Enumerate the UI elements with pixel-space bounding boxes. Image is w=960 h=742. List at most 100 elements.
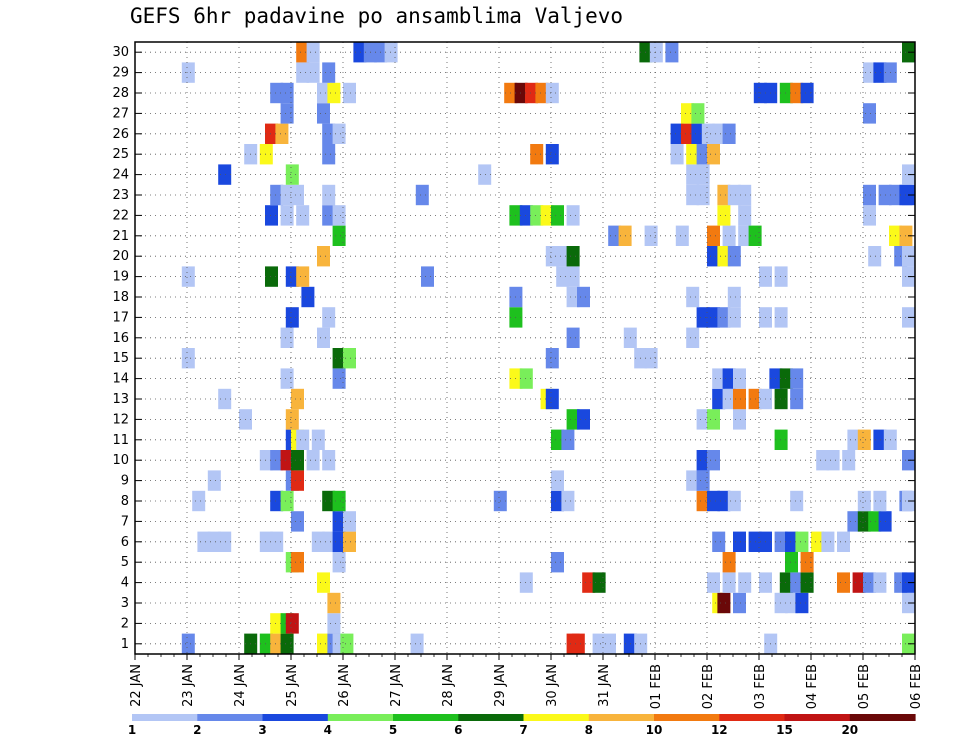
colorbar-swatch xyxy=(393,714,459,721)
y-tick-label: 20 xyxy=(112,249,129,264)
x-tick-label: 02 FEB xyxy=(701,664,716,709)
colorbar-label: 10 xyxy=(646,723,663,737)
y-tick-label: 23 xyxy=(112,188,129,203)
heatmap-cell xyxy=(285,266,299,287)
y-tick-label: 19 xyxy=(112,270,129,285)
heatmap-cell xyxy=(259,531,273,552)
heatmap-cell xyxy=(696,307,710,328)
colorbar: 1 2 3 4 5 6 7 8 10 12 15 20 xyxy=(128,714,916,737)
heatmap-cell xyxy=(592,633,606,654)
heatmap-cell xyxy=(738,205,752,226)
colorbar-label: 2 xyxy=(193,723,201,737)
heatmap-cell xyxy=(577,409,590,430)
colorbar-label: 15 xyxy=(776,723,793,737)
y-tick-label: 5 xyxy=(121,555,129,570)
heatmap-cell xyxy=(317,82,330,104)
heatmap-cell xyxy=(275,123,289,144)
heatmap-cell xyxy=(218,388,232,410)
heatmap-cell xyxy=(332,205,346,226)
heatmap-cell xyxy=(733,409,746,430)
heatmap-cell xyxy=(270,531,284,552)
heatmap-cell xyxy=(322,205,336,226)
heatmap-cell xyxy=(291,450,304,471)
heatmap-cell xyxy=(197,531,211,552)
y-tick-label: 30 xyxy=(112,45,129,60)
heatmap-cell xyxy=(727,246,741,267)
heatmap-cell xyxy=(192,490,206,512)
heatmap-cell xyxy=(577,286,590,308)
heatmap-cell xyxy=(551,490,564,512)
colorbar-swatch xyxy=(327,714,394,721)
heatmap-cell xyxy=(707,225,720,246)
colorbar-label: 1 xyxy=(128,723,136,737)
heatmap-cell xyxy=(707,144,720,165)
heatmap-cell xyxy=(863,103,876,124)
heatmap-cell xyxy=(285,409,299,430)
heatmap-cell xyxy=(343,82,356,104)
heatmap-cell xyxy=(280,450,294,471)
y-tick-label: 14 xyxy=(112,372,129,387)
heatmap-cell xyxy=(837,531,850,552)
heatmap-cell xyxy=(317,572,330,593)
heatmap-cell xyxy=(530,205,544,226)
heatmap-cell xyxy=(296,62,310,83)
heatmap-cell xyxy=(727,490,741,512)
heatmap-cell xyxy=(670,123,684,144)
heatmap-cell xyxy=(280,368,294,389)
x-tick-label: 29 JAN xyxy=(493,664,508,707)
heatmap-cell xyxy=(207,470,221,491)
heatmap-cell xyxy=(774,388,788,410)
heatmap-cell xyxy=(207,531,221,552)
heatmap-cell xyxy=(582,572,596,593)
x-tick-label: 05 FEB xyxy=(857,664,872,709)
colorbar-swatch xyxy=(654,714,720,721)
y-tick-label: 24 xyxy=(112,168,129,183)
heatmap-cell xyxy=(816,450,830,471)
x-tick-label: 23 JAN xyxy=(181,664,196,707)
colorbar-label: 3 xyxy=(258,723,266,737)
colorbar-swatch xyxy=(849,714,916,721)
heatmap-cell xyxy=(712,531,726,552)
y-tick-label: 2 xyxy=(121,616,129,631)
heatmap-cell xyxy=(322,307,336,328)
heatmap-cell xyxy=(842,450,856,471)
heatmap-cell xyxy=(181,633,195,654)
x-tick-label: 04 FEB xyxy=(805,664,820,709)
heatmap-cell xyxy=(478,164,492,185)
heatmap-cell xyxy=(311,429,325,450)
heatmap-cell xyxy=(696,409,710,430)
heatmap-cell xyxy=(733,592,746,614)
heatmap-cell xyxy=(603,633,616,654)
heatmap-cell xyxy=(779,368,793,389)
heatmap-cell xyxy=(868,246,882,267)
heatmap-cell xyxy=(675,225,689,246)
heatmap-cell xyxy=(322,62,336,83)
heatmap-cell xyxy=(717,205,731,226)
colorbar-swatch xyxy=(132,714,198,721)
heatmap-cell xyxy=(686,164,700,185)
heatmap-cell xyxy=(774,307,788,328)
heatmap-cell xyxy=(826,450,840,471)
y-tick-label: 25 xyxy=(112,147,129,162)
heatmap-cell xyxy=(332,348,346,369)
heatmap-cells xyxy=(181,42,915,654)
y-tick-label: 10 xyxy=(112,453,129,468)
heatmap-cell xyxy=(717,246,731,267)
heatmap-cell xyxy=(317,246,330,267)
heatmap-cell xyxy=(686,327,700,348)
heatmap-cell xyxy=(727,184,741,206)
heatmap-cell xyxy=(301,286,315,308)
heatmap-cell xyxy=(691,103,705,124)
heatmap-cell xyxy=(259,144,273,165)
heatmap-cell xyxy=(530,144,544,165)
heatmap-cell xyxy=(218,164,232,185)
heatmap-cell xyxy=(551,470,564,491)
heatmap-cell xyxy=(696,144,710,165)
colorbar-label: 6 xyxy=(454,723,462,737)
heatmap-cell xyxy=(649,42,663,63)
heatmap-cell xyxy=(280,184,294,206)
heatmap-cell xyxy=(285,164,299,185)
heatmap-cell xyxy=(270,490,284,512)
y-tick-label: 8 xyxy=(121,494,129,509)
